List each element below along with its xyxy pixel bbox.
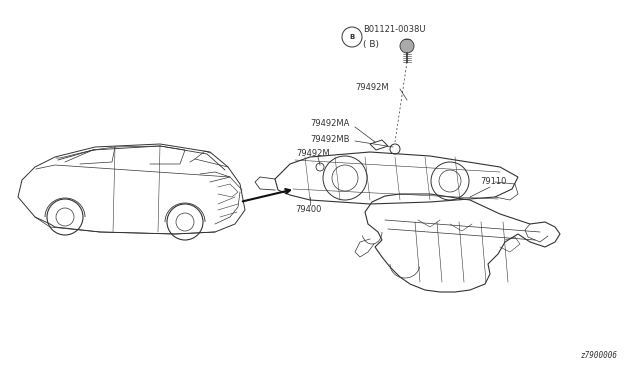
Text: B01121-0038U: B01121-0038U (363, 26, 426, 35)
Text: 79492MA: 79492MA (310, 119, 349, 128)
Text: 79400: 79400 (295, 205, 321, 214)
Text: 79492MB: 79492MB (310, 135, 349, 144)
Text: ( B): ( B) (363, 39, 379, 48)
Circle shape (400, 39, 414, 53)
Text: 79110: 79110 (480, 177, 506, 186)
Text: 79492M: 79492M (355, 83, 388, 92)
Text: B: B (349, 34, 355, 40)
Text: 79492M: 79492M (296, 150, 330, 158)
Text: z7900006: z7900006 (581, 351, 618, 360)
